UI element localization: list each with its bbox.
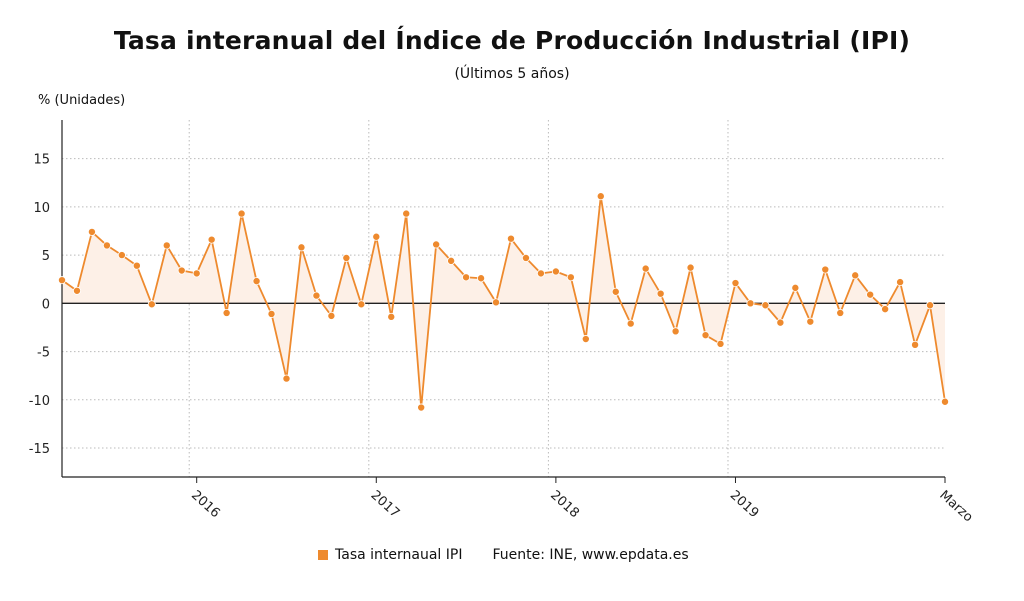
data-point <box>896 278 905 287</box>
data-point <box>596 192 605 201</box>
y-tick-label: 0 <box>42 297 50 312</box>
data-point <box>72 286 81 295</box>
data-point <box>222 308 231 317</box>
data-point <box>701 331 710 340</box>
data-point <box>297 243 306 252</box>
series-line <box>61 195 946 409</box>
data-point <box>776 318 785 327</box>
data-point <box>551 267 560 276</box>
chart-subtitle: (Últimos 5 años) <box>454 66 570 82</box>
data-point <box>267 309 276 318</box>
data-point <box>791 283 800 292</box>
data-point <box>432 240 441 249</box>
y-tick-label: -10 <box>29 394 50 409</box>
legend: Tasa internaual IPI Fuente: INE, www.epd… <box>318 547 689 563</box>
data-point <box>911 340 920 349</box>
data-point <box>237 209 246 218</box>
data-point <box>417 403 426 412</box>
data-point <box>566 273 575 282</box>
data-point <box>147 300 156 309</box>
legend-swatch <box>318 550 328 560</box>
series-area <box>62 196 945 408</box>
data-point <box>177 266 186 275</box>
line-layer <box>61 195 946 409</box>
data-point <box>746 299 755 308</box>
data-point <box>207 235 216 244</box>
data-point <box>447 256 456 265</box>
data-point <box>492 298 501 307</box>
data-point <box>881 305 890 314</box>
data-point <box>372 232 381 241</box>
data-point <box>686 263 695 272</box>
y-tick-label: -5 <box>37 346 50 361</box>
data-point <box>102 241 111 250</box>
data-point <box>327 311 336 320</box>
data-point <box>626 319 635 328</box>
data-point <box>761 301 770 310</box>
x-tick-label: 2017 <box>368 488 403 521</box>
x-tick-label: Marzo <box>936 488 975 525</box>
point-layer <box>58 192 950 412</box>
data-point <box>58 276 67 285</box>
data-point <box>731 279 740 288</box>
area-layer <box>62 196 945 408</box>
data-point <box>851 271 860 280</box>
data-point <box>192 269 201 278</box>
x-tick-label: 2018 <box>547 488 582 521</box>
data-point <box>87 227 96 236</box>
y-tick-label: 15 <box>33 153 50 168</box>
y-tick-label: -15 <box>29 442 50 457</box>
data-point <box>462 273 471 282</box>
x-tick-label: 2019 <box>727 488 762 521</box>
data-point <box>641 264 650 273</box>
data-point <box>941 397 950 406</box>
data-point <box>282 374 291 383</box>
data-point <box>387 312 396 321</box>
data-point <box>656 289 665 298</box>
source-text: Fuente: INE, www.epdata.es <box>492 547 689 563</box>
y-tick-label: 5 <box>42 249 50 264</box>
data-point <box>581 335 590 344</box>
axis-layer <box>61 120 946 483</box>
data-point <box>252 277 261 286</box>
y-axis-unit-label: % (Unidades) <box>38 93 126 108</box>
data-point <box>521 253 530 262</box>
data-point <box>357 300 366 309</box>
data-point <box>866 290 875 299</box>
data-point <box>132 261 141 270</box>
data-point <box>806 317 815 326</box>
y-tick-label: 10 <box>33 201 50 216</box>
data-point <box>477 274 486 283</box>
data-point <box>312 291 321 300</box>
data-point <box>821 265 830 274</box>
data-point <box>162 241 171 250</box>
data-point <box>536 269 545 278</box>
data-point <box>342 253 351 262</box>
data-point <box>611 287 620 296</box>
data-point <box>117 251 126 260</box>
x-tick-label: 2016 <box>188 488 223 521</box>
legend-label: Tasa internaual IPI <box>335 547 463 563</box>
data-point <box>402 209 411 218</box>
grid-layer <box>62 120 945 477</box>
data-point <box>671 327 680 336</box>
data-point <box>926 301 935 310</box>
data-point <box>716 339 725 348</box>
chart-title: Tasa interanual del Índice de Producción… <box>113 26 911 55</box>
data-point <box>506 234 515 243</box>
label-layer: -15 -10 -5 0 5 10 15 2016 2017 2018 2019 Marzo <box>29 153 976 526</box>
data-point <box>836 308 845 317</box>
